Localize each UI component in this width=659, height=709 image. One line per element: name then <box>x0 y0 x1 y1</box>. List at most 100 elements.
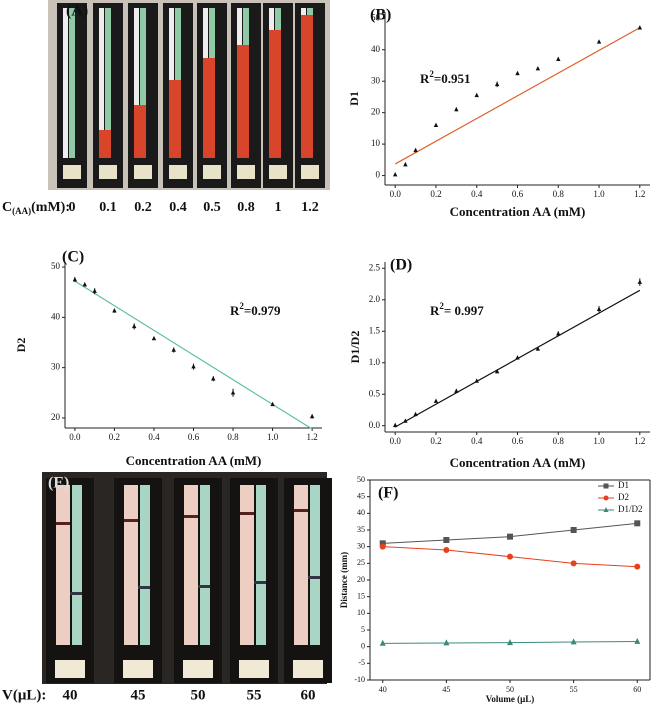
y-tick-label: 0 <box>376 170 381 180</box>
strip-pad <box>237 165 255 179</box>
y-tick-label: 35 <box>357 525 365 534</box>
y-tick-label: 15 <box>357 591 365 600</box>
x-tick-label: 0.6 <box>512 189 524 199</box>
x-tick-label: 0.6 <box>188 432 200 442</box>
strip-pad <box>293 660 323 678</box>
concentration-label: 1 <box>275 200 282 215</box>
x-axis-label: Concentration AA (mM) <box>450 455 586 470</box>
strip-red <box>237 45 249 158</box>
marker <box>596 39 602 44</box>
y-tick-label: 50 <box>371 12 381 22</box>
marker <box>379 540 386 547</box>
marker <box>454 388 459 393</box>
marker <box>72 276 78 282</box>
y-tick-label: 40 <box>371 44 381 54</box>
x-tick-label: 0.4 <box>471 189 483 199</box>
strip-red <box>301 15 313 158</box>
marker <box>403 161 408 167</box>
marker <box>413 147 418 153</box>
y-tick-label: 20 <box>357 575 365 584</box>
axis-label: V(μL): <box>2 687 46 703</box>
marker <box>230 390 236 395</box>
marker <box>433 122 439 127</box>
y-tick-label: 20 <box>51 412 61 422</box>
strip-pad <box>203 165 221 179</box>
y-tick-label: 2.0 <box>369 294 381 304</box>
marker <box>191 363 196 369</box>
strip-paper <box>184 485 198 645</box>
y-axis-label: Distance (mm) <box>339 552 349 608</box>
marker <box>570 527 577 533</box>
marker <box>515 70 520 76</box>
x-tick-label: 1.0 <box>593 189 605 199</box>
concentration-label: 1.2 <box>301 200 319 215</box>
x-tick-label: 60 <box>633 685 641 694</box>
annotation: R2= 0.997 <box>430 301 484 318</box>
marker <box>211 376 216 381</box>
strip-pad <box>55 660 85 678</box>
strip-green <box>72 485 82 645</box>
y-tick-label: 40 <box>51 311 61 321</box>
marker <box>443 547 450 553</box>
strip-paper <box>240 485 254 645</box>
marker <box>494 81 500 87</box>
concentration-label: 0.8 <box>237 200 255 215</box>
marker <box>82 281 87 287</box>
mark-bottom <box>308 576 320 579</box>
mark-bottom <box>70 592 82 595</box>
mark-bottom <box>254 581 266 584</box>
x-axis-label: Volume (μL) <box>486 694 535 704</box>
x-tick-label: 50 <box>506 685 514 694</box>
marker <box>634 520 641 527</box>
legend-label: D1 <box>618 480 629 490</box>
mark-top <box>240 512 254 515</box>
x-tick-label: 1.0 <box>267 432 279 442</box>
y-axis-label: D1/D2 <box>348 331 362 364</box>
photo-e <box>42 472 332 684</box>
y-tick-label: 30 <box>51 362 61 372</box>
marker <box>433 398 439 403</box>
marker <box>535 346 541 351</box>
marker <box>596 306 602 311</box>
marker <box>535 65 541 71</box>
x-tick-label: 0.0 <box>69 432 81 442</box>
panel-label: (B) <box>370 7 391 24</box>
strip-green <box>310 485 320 645</box>
photo-a <box>48 0 330 190</box>
y-tick-label: 20 <box>371 107 381 117</box>
y-tick-label: 2.5 <box>369 262 381 272</box>
y-tick-label: 25 <box>357 558 365 567</box>
axis-label-main: C <box>2 200 12 215</box>
strip-pad <box>63 165 81 179</box>
annotation-part: R <box>230 303 240 318</box>
x-tick-label: 45 <box>442 685 450 694</box>
strip-green <box>256 485 266 645</box>
y-tick-label: 0 <box>361 641 365 650</box>
y-tick-label: 30 <box>371 75 381 85</box>
marker <box>634 563 641 570</box>
y-tick-label: 50 <box>357 475 365 484</box>
x-tick-label: 0.2 <box>109 432 120 442</box>
strip-paper <box>63 8 68 158</box>
strip-red <box>134 105 146 158</box>
y-tick-label: -10 <box>354 675 365 684</box>
volume-label: 50 <box>191 687 206 703</box>
x-axis-label: Concentration AA (mM) <box>450 204 586 219</box>
strip-red <box>99 130 111 158</box>
y-tick-label: 5 <box>361 625 365 634</box>
y-tick-label: 30 <box>357 541 365 550</box>
marker <box>454 106 459 112</box>
fit-line <box>394 27 641 165</box>
strip-paper <box>56 485 70 645</box>
volume-label: 55 <box>247 687 262 703</box>
marker <box>171 347 176 352</box>
marker <box>634 637 641 644</box>
marker <box>507 533 513 540</box>
y-tick-label: 1.5 <box>369 325 381 335</box>
annotation-part: =0.979 <box>244 303 281 318</box>
y-axis-label: D2 <box>14 338 28 353</box>
annotation-part: 2 <box>429 69 434 79</box>
marker <box>309 413 315 419</box>
strip-paper <box>124 485 138 645</box>
